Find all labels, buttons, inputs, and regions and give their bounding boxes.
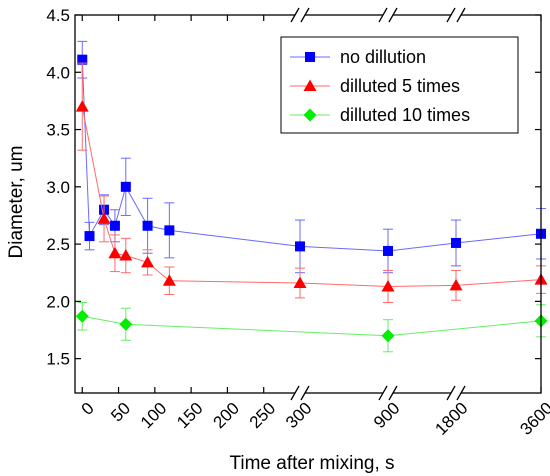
legend-label: no dillution	[340, 47, 426, 67]
legend-marker	[303, 108, 317, 122]
data-point	[295, 241, 305, 252]
axis-break-mark	[388, 385, 398, 401]
data-point	[164, 225, 175, 236]
y-tick-label: 3.0	[46, 178, 70, 197]
data-point	[109, 220, 120, 231]
y-tick-label: 3.5	[46, 121, 70, 140]
plot-area	[75, 40, 548, 353]
data-point	[142, 220, 153, 231]
axis-break-gap	[451, 9, 461, 21]
data-point	[84, 231, 95, 242]
data-point	[162, 274, 176, 286]
x-tick-label: 0	[78, 399, 98, 419]
series-line	[81, 106, 542, 287]
axis-break-mark	[446, 7, 456, 23]
data-point	[381, 279, 395, 292]
axis-break-mark	[290, 7, 300, 23]
plot-frame	[74, 14, 542, 394]
axis-break-gap	[295, 9, 305, 21]
data-point	[119, 249, 133, 261]
x-tick-label: 3600	[516, 399, 550, 439]
axis-break-mark	[300, 385, 310, 401]
y-tick-label: 4.5	[46, 6, 70, 25]
axis-break-mark	[290, 385, 300, 401]
x-tick-label: 50	[107, 399, 134, 426]
axis-break-gap	[383, 387, 393, 399]
axis-break-mark	[300, 7, 310, 23]
x-tick-label: 150	[173, 399, 206, 432]
y-tick-label: 4.0	[46, 63, 70, 82]
legend-marker	[305, 52, 315, 62]
data-point	[381, 329, 395, 343]
data-point	[120, 181, 131, 192]
data-point	[75, 309, 89, 323]
axis-break-mark	[456, 385, 466, 401]
x-tick-label: 1800	[431, 399, 471, 439]
y-tick-label: 2.5	[46, 235, 70, 254]
axes: 1.5 2.0 2.5 3.0 3.5 4.0 4.5 0 50 100 150 200 250 300 9…	[46, 6, 550, 439]
axis-break-mark	[446, 385, 456, 401]
data-point	[108, 246, 122, 259]
x-axis-title: Time after mixing, s	[229, 453, 394, 474]
data-point	[383, 245, 393, 256]
legend-box	[280, 36, 519, 134]
y-axis-title: Diameter, um	[6, 146, 27, 259]
axis-break-mark	[456, 7, 466, 23]
data-point	[119, 317, 133, 331]
data-point	[293, 276, 307, 289]
series-line	[82, 315, 542, 337]
data-point	[97, 212, 111, 224]
legend-label: dilluted 5 times	[340, 76, 460, 96]
legend-label: dilluted 10 times	[340, 105, 470, 125]
axis-break-gap	[383, 9, 393, 21]
y-tick-label: 1.5	[46, 350, 70, 369]
data-point	[77, 54, 88, 65]
data-point	[449, 278, 463, 291]
x-tick-label: 100	[137, 399, 170, 432]
legend-marker	[303, 79, 317, 91]
x-tick-label: 300	[282, 399, 315, 432]
axis-break-gap	[451, 387, 461, 399]
axis-break-mark	[378, 7, 388, 23]
axis-break-mark	[378, 385, 388, 401]
data-point	[75, 100, 89, 112]
legend: no dillution dilluted 5 times dilluted 10 …	[280, 36, 519, 134]
y-tick-label: 2.0	[46, 292, 70, 311]
axis-break-gap	[295, 387, 305, 399]
axis-break-mark	[388, 7, 398, 23]
x-tick-label: 200	[209, 399, 242, 432]
data-point	[141, 255, 155, 268]
data-point	[451, 237, 461, 248]
x-tick-label: 250	[246, 399, 279, 432]
x-tick-label: 900	[370, 399, 403, 432]
